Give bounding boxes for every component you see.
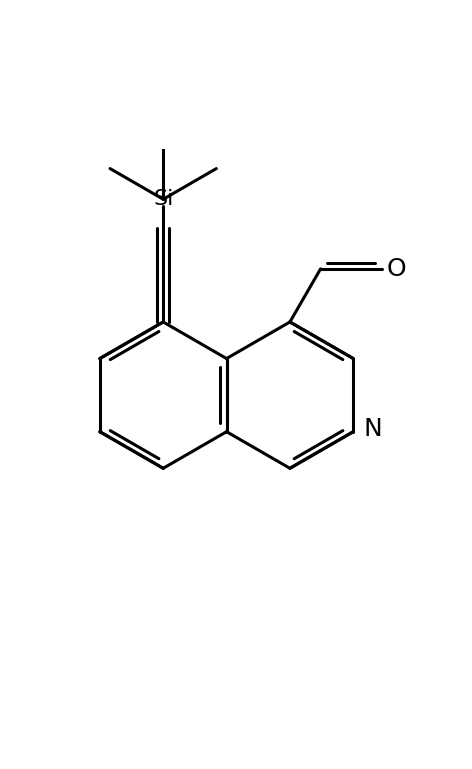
Text: Si: Si <box>153 189 173 209</box>
Text: O: O <box>387 257 406 281</box>
Text: N: N <box>363 418 382 441</box>
